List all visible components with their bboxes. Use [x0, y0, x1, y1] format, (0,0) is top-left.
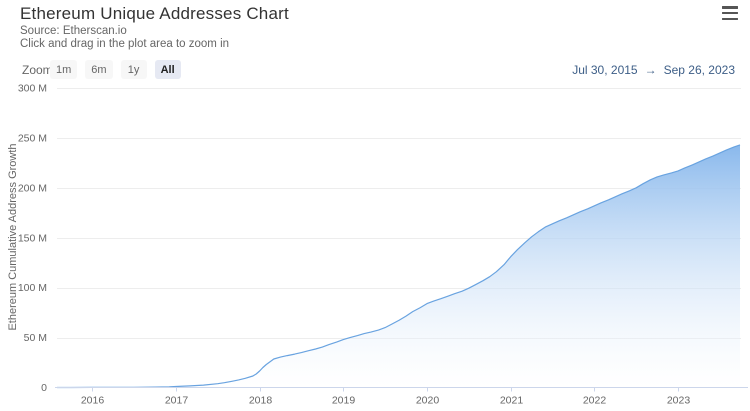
zoom-button-6m[interactable]: 6m: [85, 60, 113, 79]
hamburger-menu-icon: [722, 11, 738, 15]
line-series: [57, 144, 741, 389]
y-tick-label: 300 M: [18, 83, 47, 95]
x-tick-label: 2018: [249, 395, 273, 407]
date-from-input[interactable]: Jul 30, 2015: [572, 63, 638, 77]
area-series: [57, 144, 740, 388]
date-range: Jul 30, 2015 → Sep 26, 2023: [572, 63, 735, 77]
hamburger-menu-icon: [722, 17, 738, 20]
page-title: Ethereum Unique Addresses Chart: [20, 4, 289, 23]
x-tick-label: 2017: [165, 395, 189, 407]
y-tick-label: 50 M: [24, 332, 47, 344]
chart-hint-text: Click and drag in the plot area to zoom …: [20, 38, 230, 50]
x-tick-label: 2022: [583, 395, 607, 407]
zoom-buttons-group: 1m 6m 1y All: [50, 60, 181, 79]
x-tick-label: 2023: [667, 395, 691, 407]
x-tick-label: 2021: [500, 395, 524, 407]
chart-context-menu-button[interactable]: [720, 5, 740, 21]
y-tick-label: 100 M: [18, 282, 47, 294]
zoom-button-1y[interactable]: 1y: [120, 60, 147, 79]
x-tick-label: 2016: [81, 395, 105, 407]
zoom-button-1m[interactable]: 1m: [50, 60, 78, 79]
range-selector: Zoom 1m 6m 1y All Jul 30, 2015 → Sep 26,…: [0, 60, 750, 80]
y-tick-label: 200 M: [18, 182, 47, 194]
zoom-label: Zoom: [22, 63, 53, 77]
chart-source-text: Source: Etherscan.io: [20, 25, 127, 37]
arrow-right-icon: →: [644, 63, 657, 77]
zoom-button-all[interactable]: All: [154, 60, 181, 79]
x-tick-label: 2019: [332, 395, 356, 407]
y-tick-label: 150 M: [18, 232, 47, 244]
hamburger-menu-icon: [722, 6, 738, 9]
y-tick-label: 250 M: [18, 132, 47, 144]
date-to-input[interactable]: Sep 26, 2023: [663, 63, 735, 77]
y-tick-label: 0: [41, 382, 47, 394]
x-tick-label: 2020: [416, 395, 440, 407]
